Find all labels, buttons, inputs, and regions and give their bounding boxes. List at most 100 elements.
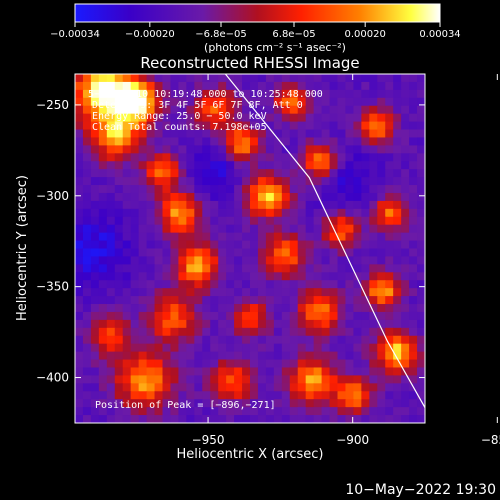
heatmap-cell — [313, 311, 323, 321]
heatmap-cell — [313, 185, 323, 194]
heatmap-cell — [210, 264, 219, 273]
heatmap-cell — [393, 367, 402, 377]
heatmap-cell — [265, 232, 275, 242]
heatmap-cell — [178, 399, 187, 408]
heatmap-cell — [138, 121, 148, 131]
heatmap-cell — [202, 169, 211, 178]
heatmap-cell — [281, 129, 291, 139]
heatmap-cell — [82, 113, 92, 123]
heatmap-cell — [385, 280, 394, 289]
heatmap-cell — [377, 304, 386, 313]
heatmap-cell — [281, 343, 291, 353]
heatmap-cell — [242, 89, 251, 99]
heatmap-cell — [202, 224, 211, 234]
heatmap-cell — [289, 121, 299, 131]
heatmap-cell — [393, 113, 402, 123]
heatmap-cell — [305, 256, 315, 265]
heatmap-cell — [226, 113, 235, 123]
heatmap-cell — [178, 311, 187, 321]
heatmap-cell — [90, 407, 100, 416]
heatmap-cell — [122, 216, 132, 226]
heatmap-cell — [186, 256, 195, 265]
heatmap-cell — [361, 415, 370, 423]
heatmap-cell — [234, 319, 243, 329]
heatmap-cell — [265, 105, 275, 115]
heatmap-cell — [194, 296, 203, 305]
heatmap-cell — [226, 383, 235, 392]
heatmap-cell — [75, 256, 84, 265]
heatmap-cell — [226, 399, 235, 408]
heatmap-cell — [242, 407, 251, 416]
heatmap-cell — [345, 169, 354, 178]
heatmap-cell — [170, 232, 179, 242]
heatmap-cell — [369, 153, 378, 162]
y-tick-label: −400 — [36, 371, 69, 385]
heatmap-cell — [393, 105, 402, 115]
heatmap-cell — [242, 304, 251, 313]
heatmap-cell — [90, 177, 100, 186]
heatmap-cell — [178, 327, 187, 337]
heatmap-cell — [138, 129, 148, 139]
heatmap-cell — [242, 224, 251, 234]
heatmap-cell — [194, 359, 203, 369]
heatmap-cell — [321, 161, 331, 170]
heatmap-cell — [170, 280, 179, 289]
heatmap-cell — [417, 113, 425, 123]
heatmap-cell — [393, 137, 402, 146]
heatmap-cell — [218, 161, 227, 170]
heatmap-cell — [345, 256, 354, 265]
heatmap-cell — [409, 399, 418, 408]
heatmap-cell — [90, 169, 100, 178]
heatmap-cell — [377, 248, 386, 258]
heatmap-cell — [321, 296, 331, 305]
heatmap-cell — [337, 169, 347, 178]
heatmap-cell — [146, 137, 156, 146]
heatmap-cell — [130, 351, 140, 361]
heatmap-cell — [122, 105, 132, 115]
heatmap-cell — [90, 256, 100, 265]
heatmap-cell — [337, 272, 347, 281]
heatmap-cell — [154, 359, 164, 369]
heatmap-cell — [234, 399, 243, 408]
heatmap-cell — [417, 121, 425, 131]
heatmap-cell — [98, 97, 108, 107]
heatmap-cell — [138, 399, 148, 408]
heatmap-cell — [369, 288, 378, 297]
heatmap-cell — [218, 74, 227, 83]
heatmap-cell — [345, 391, 354, 400]
heatmap-cell — [218, 200, 227, 210]
heatmap-cell — [337, 145, 347, 154]
heatmap-cell — [106, 89, 116, 99]
heatmap-cell — [281, 264, 291, 273]
heatmap-cell — [122, 335, 132, 345]
heatmap-cell — [385, 296, 394, 305]
heatmap-cell — [138, 97, 148, 107]
heatmap-cell — [329, 399, 339, 408]
heatmap-cell — [337, 153, 347, 162]
heatmap-cell — [393, 121, 402, 131]
heatmap-cell — [337, 383, 347, 392]
heatmap-cell — [138, 105, 148, 115]
heatmap-cell — [106, 319, 116, 329]
heatmap-cell — [226, 264, 235, 273]
heatmap-cell — [178, 383, 187, 392]
heatmap-cell — [202, 208, 211, 218]
heatmap-cell — [106, 391, 116, 400]
heatmap-cell — [353, 264, 362, 273]
heatmap-cell — [154, 327, 164, 337]
heatmap-cell — [321, 367, 331, 377]
heatmap-cell — [146, 311, 156, 321]
heatmap-cell — [162, 391, 172, 400]
heatmap-cell — [250, 407, 259, 416]
heatmap-cell — [377, 311, 386, 321]
heatmap-cell — [377, 327, 386, 337]
heatmap-cell — [75, 415, 84, 423]
heatmap-cell — [226, 240, 235, 250]
heatmap-cell — [377, 375, 386, 384]
heatmap-cell — [385, 319, 394, 329]
heatmap-cell — [146, 367, 156, 377]
heatmap-cell — [170, 359, 179, 369]
heatmap-cell — [417, 327, 425, 337]
heatmap-cell — [98, 343, 108, 353]
heatmap-cell — [75, 367, 84, 377]
